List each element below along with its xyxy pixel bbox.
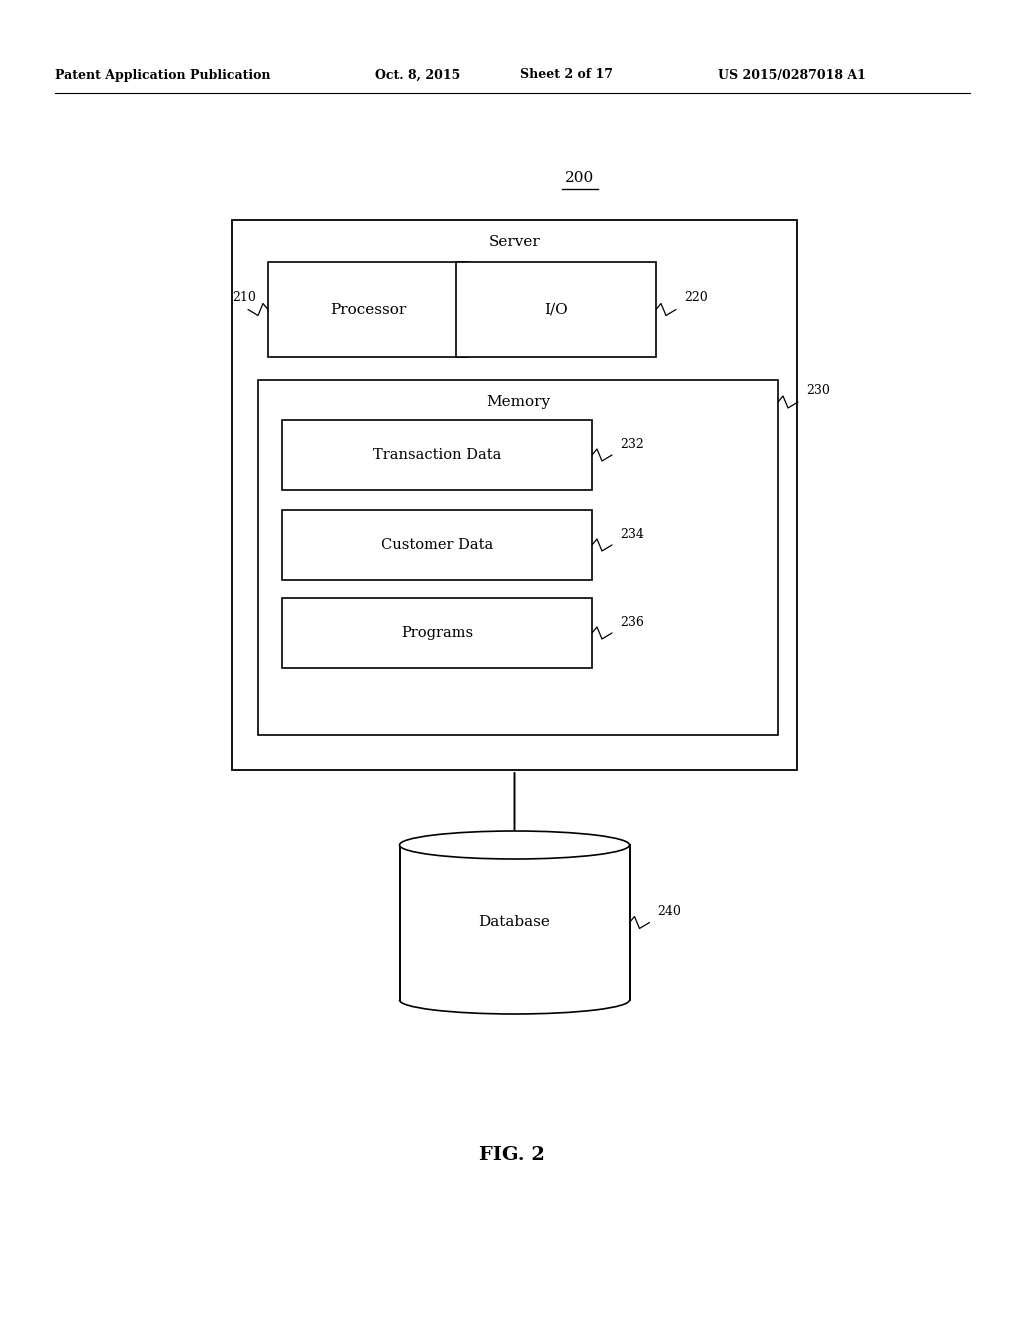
Text: Processor: Processor (330, 302, 407, 317)
Text: Database: Database (478, 916, 551, 929)
Text: I/O: I/O (544, 302, 568, 317)
Bar (399, 845, 630, 1001)
Text: Programs: Programs (401, 626, 473, 640)
Text: 230: 230 (806, 384, 829, 396)
Text: FIG. 2: FIG. 2 (479, 1146, 545, 1164)
Text: 232: 232 (620, 437, 644, 450)
Text: Server: Server (488, 235, 541, 249)
Text: 236: 236 (620, 615, 644, 628)
Ellipse shape (399, 832, 630, 859)
Text: Customer Data: Customer Data (381, 539, 494, 552)
Text: 240: 240 (657, 906, 681, 917)
Bar (282, 420, 592, 490)
Bar (258, 380, 778, 735)
Text: Memory: Memory (486, 395, 550, 409)
Text: Oct. 8, 2015: Oct. 8, 2015 (375, 69, 460, 82)
Text: 210: 210 (232, 290, 256, 304)
Bar (268, 261, 468, 356)
Text: Sheet 2 of 17: Sheet 2 of 17 (520, 69, 613, 82)
Bar (282, 598, 592, 668)
Text: 220: 220 (684, 290, 708, 304)
Text: Transaction Data: Transaction Data (373, 447, 501, 462)
Bar (232, 220, 797, 770)
Text: 234: 234 (620, 528, 644, 540)
Text: Patent Application Publication: Patent Application Publication (55, 69, 270, 82)
Text: 200: 200 (565, 172, 595, 185)
Bar (282, 510, 592, 579)
Text: US 2015/0287018 A1: US 2015/0287018 A1 (718, 69, 866, 82)
Bar (456, 261, 656, 356)
